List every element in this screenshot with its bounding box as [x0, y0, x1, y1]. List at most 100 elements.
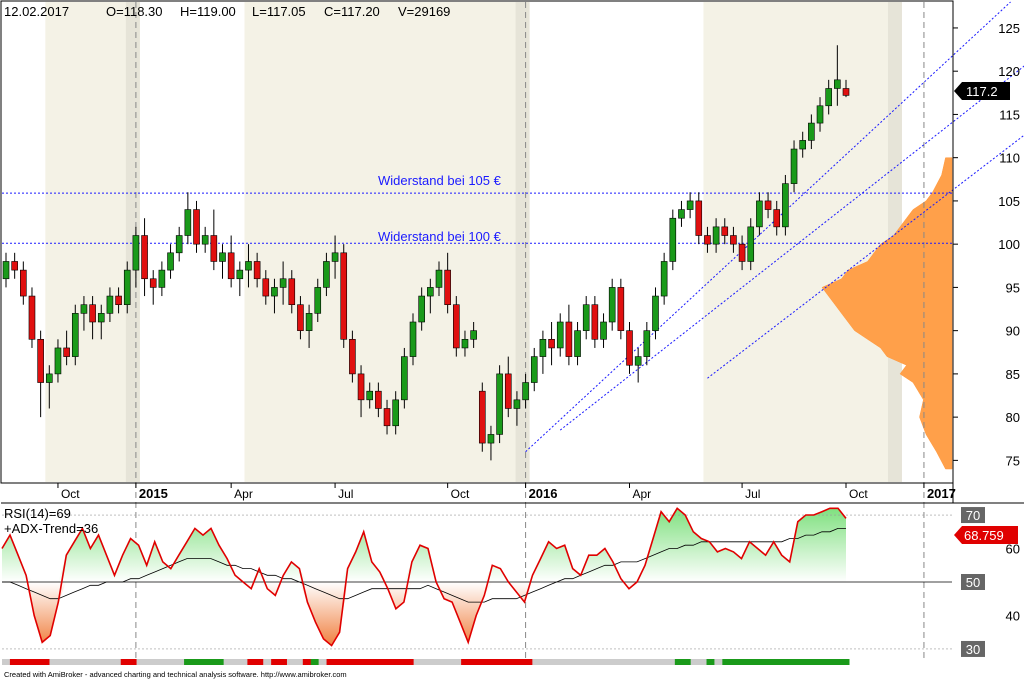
annotation-lines [2, 1, 1024, 453]
candle-body [444, 269, 451, 306]
adx-trend-segment [666, 659, 676, 665]
adx-trend-segment [81, 659, 90, 665]
adx-trend-segment [73, 659, 82, 665]
candle-body [738, 243, 746, 262]
rsi-tick-label: 40 [1006, 608, 1020, 623]
adx-trend-segment [595, 659, 605, 665]
adx-trend-segment [674, 659, 684, 665]
x-tick-label: Jul [338, 487, 353, 501]
rsi-tick-label: 70 [966, 508, 980, 523]
adx-trend-segment [2, 659, 11, 665]
adx-trend-segment [255, 659, 264, 665]
adx-trend-segment [476, 659, 486, 665]
adx-trend-segment [809, 659, 818, 665]
candle-body [643, 330, 651, 357]
adx-trend-segment [9, 659, 19, 665]
adx-trend-segment [532, 659, 541, 665]
header-volume: V=29169 [398, 4, 450, 19]
adx-trend-segment [564, 659, 573, 665]
x-tick-label: 2017 [927, 486, 956, 501]
time-axis: Oct 2015 Apr Jul Oct 2016 Apr Jul Oct 2017 [57, 483, 956, 501]
candle-body [582, 304, 590, 331]
adx-trend-segment [96, 659, 106, 665]
candle-body [63, 347, 70, 357]
adx-trend-segment [730, 659, 739, 665]
adx-trend-segment [334, 659, 343, 665]
rsi-oversold-fill [2, 582, 846, 646]
candle-body [149, 278, 157, 288]
adx-trend-segment [310, 659, 320, 665]
adx-trend-segment [318, 659, 328, 665]
rsi-tick-label: 50 [966, 575, 980, 590]
rsi-line [1, 507, 847, 647]
adx-trend-segment [801, 659, 810, 665]
adx-trend-segment [714, 659, 723, 665]
adx-trend-segment [500, 659, 510, 665]
candle-body [288, 278, 296, 306]
candle-body [790, 148, 798, 184]
candle-body [193, 209, 200, 245]
candlestick-series [2, 45, 850, 461]
header-close: C=117.20 [324, 4, 380, 19]
candle-body [764, 200, 772, 210]
candle-body [530, 356, 538, 383]
adx-trend-segment [397, 659, 407, 665]
adx-trend-segment [65, 659, 74, 665]
volume-profile [821, 157, 953, 470]
resistance-105-label: Widerstand bei 105 € [378, 173, 502, 188]
candle-body [565, 321, 573, 357]
candle-body [608, 287, 616, 323]
adx-trend-segment [294, 659, 304, 665]
candle-body [427, 287, 434, 297]
candle-body [842, 88, 850, 96]
candle-body [375, 390, 382, 409]
adx-trend-segment [57, 659, 66, 665]
adx-trend-segment [112, 659, 122, 665]
adx-trend-segment [49, 659, 58, 665]
candle-body [626, 330, 633, 366]
adx-trend-segment [524, 659, 533, 665]
candle-body [591, 304, 599, 340]
candle-body [383, 408, 391, 427]
adx-trend-segment [548, 659, 557, 665]
resistance-100-label: Widerstand bei 100 € [378, 229, 502, 244]
trend-channel-line [559, 65, 1024, 431]
candle-body [323, 261, 330, 288]
header-high: H=119.00 [180, 4, 236, 19]
candle-body [227, 252, 235, 280]
adx-trend-segment [207, 659, 217, 665]
header-date: 12.02.2017 [4, 4, 69, 19]
candle-body [106, 295, 114, 314]
adx-trend-segment [405, 659, 415, 665]
adx-trend-segment [785, 659, 795, 665]
adx-trend-segment [627, 659, 636, 665]
candle-body [669, 217, 677, 262]
rsi-average-line [2, 528, 846, 603]
candle-body [487, 434, 495, 444]
candle-body [401, 356, 408, 401]
x-tick-label: 2016 [529, 486, 558, 501]
rsi-panel [1, 507, 952, 650]
adx-trend-segment [484, 659, 494, 665]
y-tick-label: 110 [999, 151, 1020, 166]
candle-body [496, 373, 503, 435]
adx-trend-segment [247, 659, 256, 665]
adx-trend-segment [611, 659, 620, 665]
candle-body [453, 304, 460, 349]
candle-body [504, 373, 512, 409]
footer-credit: Created with AmiBroker - advanced charti… [4, 670, 347, 679]
candle-body [20, 269, 27, 297]
adx-trend-segment [516, 659, 525, 665]
rsi-tick-box [961, 574, 985, 590]
candle-body [721, 226, 729, 236]
candle-body [556, 321, 564, 349]
last-price-badge: 117.2 [954, 82, 1010, 100]
y-tick-label: 105 [998, 194, 1020, 209]
candle-body [747, 226, 755, 262]
rsi-value-badge: 68.759 [954, 526, 1018, 544]
rsi-tick-box [961, 507, 985, 524]
adx-trend-segment [168, 659, 177, 665]
candle-body [297, 304, 304, 331]
